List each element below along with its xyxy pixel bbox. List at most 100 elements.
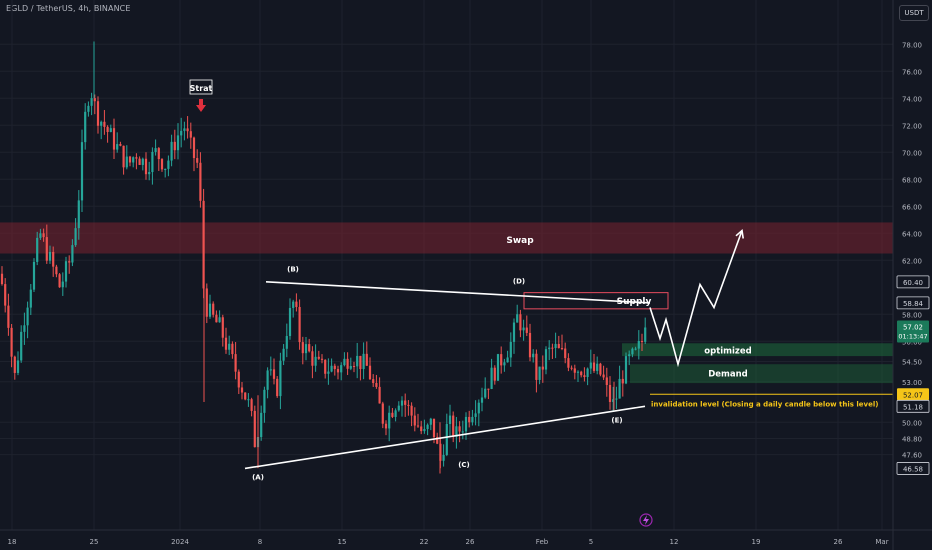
currency-label[interactable]: USDT [899, 5, 929, 21]
candle-body [148, 172, 151, 175]
zone-demand [630, 364, 893, 384]
symbol-title: EGLD / TetherUS, 4h, BINANCE [6, 4, 131, 13]
candle-body [122, 145, 125, 168]
y-tick-label: 53.00 [902, 379, 922, 387]
candle-body [4, 284, 7, 306]
candle-body [554, 343, 557, 349]
strat-box [189, 79, 213, 95]
candle-body [538, 366, 541, 380]
candle-body [384, 423, 388, 429]
candle-body [324, 359, 327, 374]
candle-body [269, 369, 272, 371]
candle-body [52, 251, 55, 267]
candle-body [160, 159, 164, 170]
candle-body [317, 356, 320, 359]
candle-body [391, 412, 394, 417]
zone-supply [523, 292, 669, 310]
x-tick-label: 19 [752, 538, 761, 546]
candle-body [221, 317, 224, 338]
candle-body [490, 367, 493, 389]
candle-body [455, 426, 458, 437]
y-tick-label: 70.00 [902, 149, 922, 157]
price-badge [896, 399, 930, 413]
candle-body [58, 274, 61, 288]
candle-body [362, 353, 365, 370]
candle-body [141, 158, 144, 165]
candle-body [295, 301, 298, 307]
candle-body [525, 327, 528, 333]
y-tick-label: 74.00 [902, 95, 922, 103]
candle-body [55, 266, 58, 275]
candle-body [413, 415, 416, 426]
candle-body [173, 141, 176, 151]
wave-label: (B) [287, 265, 299, 273]
candle-body [205, 288, 208, 317]
y-tick-label: 68.00 [902, 176, 922, 184]
candle-body [330, 365, 333, 372]
candle-body [452, 415, 455, 437]
candle-body [432, 418, 436, 438]
candle-body [356, 355, 359, 367]
y-tick-label: 58.00 [902, 311, 922, 319]
y-tick-label: 72.00 [902, 122, 922, 130]
candle-body [170, 141, 173, 161]
candle-body [605, 377, 608, 385]
y-tick-label: 54.50 [902, 359, 922, 367]
candle-body [84, 111, 87, 143]
candle-body [631, 348, 634, 355]
price-badge-label: 60.40 [903, 279, 923, 287]
candle-body [39, 233, 42, 238]
candle-body [112, 128, 116, 150]
candle-body [397, 405, 400, 411]
candle-body [164, 168, 167, 170]
zone-optimized [622, 343, 893, 357]
candle-body [544, 349, 548, 370]
candle-body [151, 151, 154, 173]
candle-body [253, 410, 256, 448]
candle-body [7, 305, 10, 328]
candle-body [477, 402, 480, 414]
candle-body [10, 327, 13, 357]
candle-body [592, 362, 596, 371]
candle-body [551, 347, 554, 349]
invalidation-label: invalidation level (Closing a daily cand… [651, 400, 878, 408]
price-badge [896, 275, 930, 289]
candle-body [90, 98, 93, 106]
candle-body [125, 156, 128, 168]
candle-body [420, 426, 423, 432]
candle-body [218, 317, 221, 323]
candle-body [461, 431, 464, 433]
x-tick-label: 22 [420, 538, 429, 546]
candle-body [394, 410, 397, 417]
candle-body [340, 365, 343, 373]
candle-body [215, 314, 218, 323]
candle-body [36, 237, 39, 262]
candle-body [506, 357, 509, 363]
candle-body [583, 375, 586, 378]
candle-body [596, 363, 599, 371]
countdown-label: 01:13:47 [898, 332, 927, 340]
y-tick-label: 48.80 [902, 435, 922, 443]
candle-body [634, 348, 637, 350]
candle-body [528, 332, 532, 358]
candle-body [480, 397, 484, 403]
candle-body [93, 98, 96, 102]
y-tick-label: 78.00 [902, 41, 922, 49]
candles [0, 41, 647, 474]
candle-body [26, 307, 29, 326]
candle-body [458, 426, 461, 432]
candle-body [119, 144, 122, 146]
candle-body [298, 306, 301, 343]
candle-body [292, 301, 295, 308]
candle-body [365, 353, 368, 366]
candle-body [637, 340, 640, 349]
candle-body [157, 148, 160, 160]
candle-body [304, 344, 308, 354]
supply-label: Supply [617, 297, 652, 307]
candle-body [308, 344, 311, 352]
candle-body [519, 314, 522, 331]
candle-body [42, 233, 45, 238]
candle-body [570, 367, 573, 369]
candle-body [573, 368, 576, 373]
